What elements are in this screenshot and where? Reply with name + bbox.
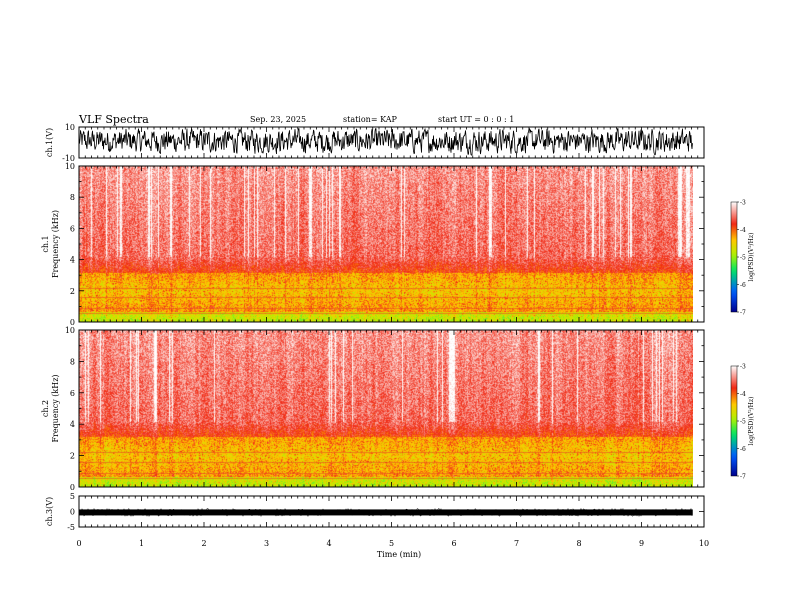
ch2-spectrogram-colorbar-tick-label: -3 bbox=[740, 364, 746, 371]
date-label: Sep. 23, 2025 bbox=[250, 115, 307, 124]
ch1-waveform-ytick-label: 10 bbox=[65, 123, 75, 132]
ch2-spectrogram-ytick-label: 10 bbox=[65, 326, 75, 335]
chart-title: VLF Spectra bbox=[79, 113, 149, 126]
ch1-waveform-ylabel: ch.1(V) bbox=[45, 128, 54, 157]
spectrogram-heatmap-ch1 bbox=[79, 166, 693, 322]
x-tick-label: 8 bbox=[576, 539, 581, 548]
ch1-spectrogram-ytick-label: 2 bbox=[70, 287, 75, 296]
x-tick-label: 5 bbox=[389, 539, 394, 548]
start-ut-label: start UT = 0 : 0 : 1 bbox=[438, 115, 515, 124]
ch3-waveform-line bbox=[78, 507, 693, 518]
ch2-spectrogram-ytick-label: 6 bbox=[70, 389, 75, 398]
spectrogram-heatmap-ch2 bbox=[79, 330, 693, 487]
ch3-waveform-ytick-label: 0 bbox=[70, 508, 75, 517]
ch3-waveform-ylabel: ch.3(V) bbox=[45, 497, 54, 526]
x-tick-label: 6 bbox=[451, 539, 456, 548]
ch1-spectrogram-ylabel: Frequency (kHz) bbox=[51, 210, 60, 278]
ch3-waveform-band bbox=[79, 509, 693, 516]
x-tick-label: 0 bbox=[76, 539, 81, 548]
x-tick-label: 2 bbox=[201, 539, 206, 548]
ch3-waveform-ytick-label: 5 bbox=[70, 492, 75, 501]
ch2-spectrogram-ytick-label: 0 bbox=[70, 483, 75, 492]
x-tick-label: 10 bbox=[699, 539, 709, 548]
ch1-spectrogram-colorbar bbox=[730, 201, 738, 313]
x-axis-label: Time (min) bbox=[377, 550, 421, 559]
x-tick-label: 3 bbox=[264, 539, 269, 548]
ch2-spectrogram-ylabel: ch.2 bbox=[41, 400, 50, 417]
ch2-spectrogram-ytick-label: 8 bbox=[70, 357, 75, 366]
ch2-spectrogram-colorbar-tick-label: -4 bbox=[740, 391, 746, 398]
ch2-spectrogram-ylabel: Frequency (kHz) bbox=[51, 374, 60, 442]
ch1-spectrogram-ytick-label: 6 bbox=[70, 224, 75, 233]
ch1-spectrogram-colorbar-tick-label: -3 bbox=[740, 200, 746, 207]
ch1-spectrogram-ytick-label: 10 bbox=[65, 162, 75, 171]
ch2-spectrogram-ytick-label: 4 bbox=[70, 420, 75, 429]
ch2-spectrogram-colorbar-tick-label: -5 bbox=[740, 419, 746, 426]
ch1-spectrogram-ytick-label: 8 bbox=[70, 193, 75, 202]
ch2-spectrogram-colorbar-tick-label: -7 bbox=[740, 474, 746, 481]
ch1-spectrogram-ylabel: ch.1 bbox=[41, 235, 50, 252]
ch2-spectrogram-colorbar bbox=[730, 365, 738, 477]
x-tick-label: 4 bbox=[326, 539, 331, 548]
ch1-spectrogram-colorbar-tick-label: -5 bbox=[740, 255, 746, 262]
ch1-spectrogram-colorbar-label: log(PSD)(V²/Hz) bbox=[748, 233, 755, 282]
station-label: station= KAP bbox=[343, 115, 397, 124]
ch1-spectrogram-ytick-label: 0 bbox=[70, 318, 75, 327]
ch2-spectrogram-colorbar-tick-label: -6 bbox=[740, 446, 746, 453]
ch3-waveform-ytick-label: -5 bbox=[67, 523, 75, 532]
ch1-waveform-ytick-label: -10 bbox=[62, 154, 75, 163]
x-tick-label: 9 bbox=[639, 539, 644, 548]
ch1-spectrogram-colorbar-tick-label: -6 bbox=[740, 282, 746, 289]
ch1-waveform-line bbox=[78, 127, 693, 156]
ch1-spectrogram-ytick-label: 4 bbox=[70, 256, 75, 265]
x-tick-label: 1 bbox=[139, 539, 144, 548]
x-tick-label: 7 bbox=[514, 539, 519, 548]
ch2-spectrogram-colorbar-label: log(PSD)(V²/Hz) bbox=[748, 397, 755, 446]
ch1-spectrogram-colorbar-tick-label: -4 bbox=[740, 227, 746, 234]
ch2-spectrogram-ytick-label: 2 bbox=[70, 452, 75, 461]
ch1-spectrogram-colorbar-tick-label: -7 bbox=[740, 310, 746, 317]
